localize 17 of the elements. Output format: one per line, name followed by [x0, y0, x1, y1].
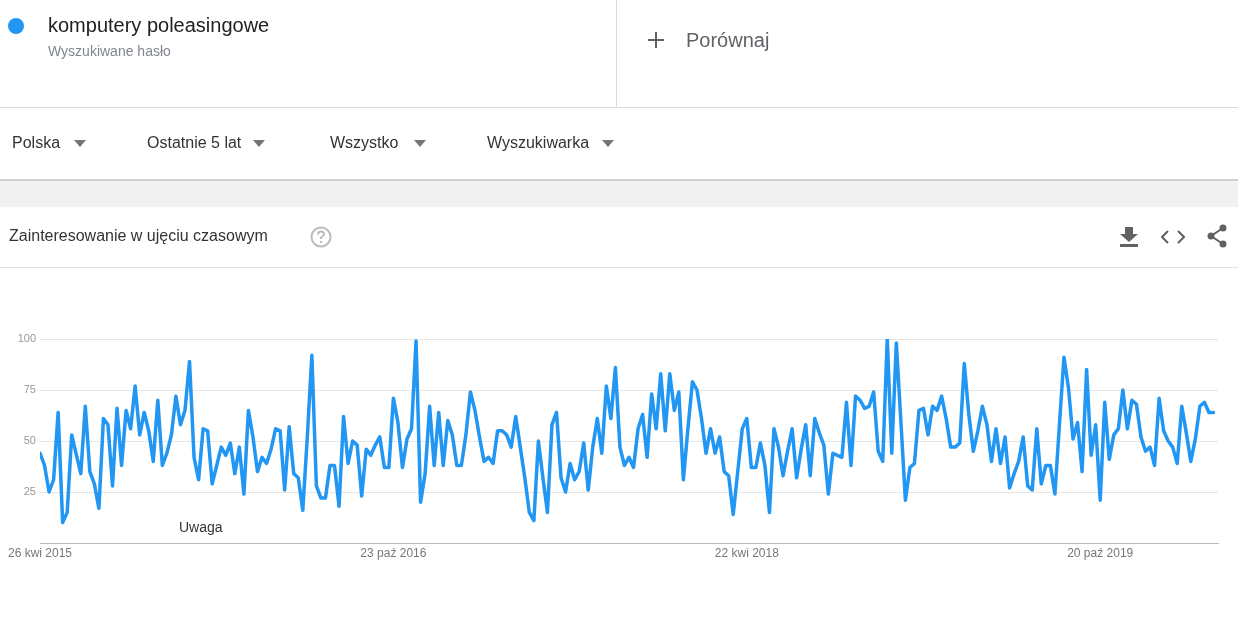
y-tick-label: 75	[23, 383, 36, 396]
chart-title: Zainteresowanie w ujęciu czasowym	[9, 227, 268, 245]
legend-label: komputery poleasingowe	[48, 14, 270, 37]
text: Polska	[12, 134, 61, 152]
x-tick-label: 23 paź 2016	[360, 545, 427, 560]
y-tick-label: 50	[23, 434, 36, 447]
annotation: Uwaga	[179, 519, 223, 535]
text: Wyszukiwarka	[487, 134, 590, 152]
x-tick-label: 20 paź 2019	[1067, 545, 1134, 560]
text: Ostatnie 5 lat	[147, 134, 242, 152]
x-tick-label: 26 kwi 2015	[7, 545, 73, 560]
text: Wszystko	[330, 134, 399, 152]
text: Wyszukiwane hasło	[48, 43, 171, 59]
y-tick-label: 25	[23, 485, 36, 498]
x-tick-label: 22 kwi 2018	[714, 545, 780, 560]
y-tick-label: 100	[17, 332, 36, 345]
text: Porównaj	[686, 29, 770, 52]
